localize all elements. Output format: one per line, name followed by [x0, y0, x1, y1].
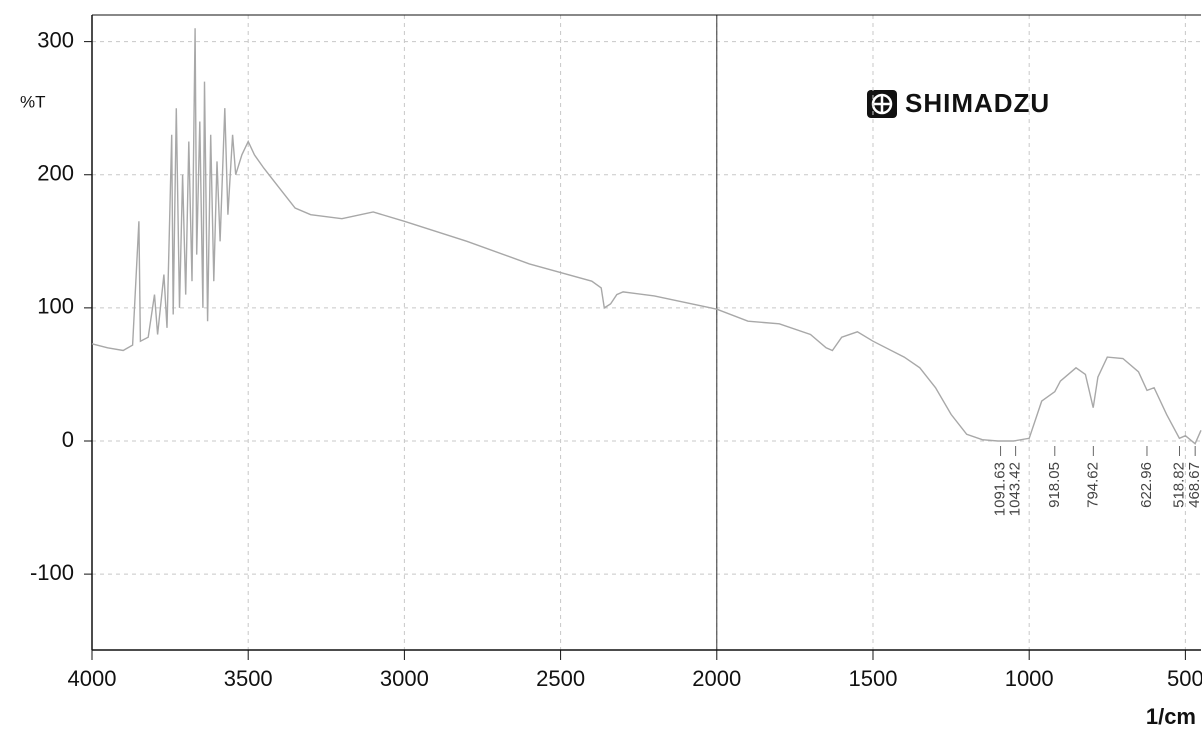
x-tick-label: 1000: [1005, 666, 1054, 691]
y-tick-label: 100: [37, 294, 74, 319]
spectrum-line: [91, 28, 1202, 445]
x-axis-label: 1/cm: [1146, 704, 1196, 729]
x-tick-label: 3500: [224, 666, 273, 691]
peak-label: 918.05: [1046, 462, 1063, 508]
x-tick-label: 500: [1167, 666, 1202, 691]
y-tick-label: 300: [37, 27, 74, 52]
peak-label: 794.62: [1084, 462, 1101, 508]
logo: SHIMADZU: [867, 88, 1050, 118]
peak-label: 468.67: [1186, 462, 1202, 508]
y-tick-label: -100: [30, 560, 74, 585]
x-tick-label: 2000: [692, 666, 741, 691]
x-tick-label: 2500: [536, 666, 585, 691]
y-axis-label: %T: [20, 92, 46, 111]
x-tick-label: 3000: [380, 666, 429, 691]
logo-text: SHIMADZU: [905, 88, 1050, 118]
y-tick-label: 200: [37, 161, 74, 186]
peak-label: 622.96: [1138, 462, 1155, 508]
peak-label: 518.82: [1170, 462, 1187, 508]
peak-label: 1091.63: [992, 462, 1009, 516]
x-tick-label: 4000: [68, 666, 117, 691]
peak-label: 1043.42: [1007, 462, 1024, 516]
y-tick-label: 0: [62, 427, 74, 452]
x-tick-label: 1500: [849, 666, 898, 691]
